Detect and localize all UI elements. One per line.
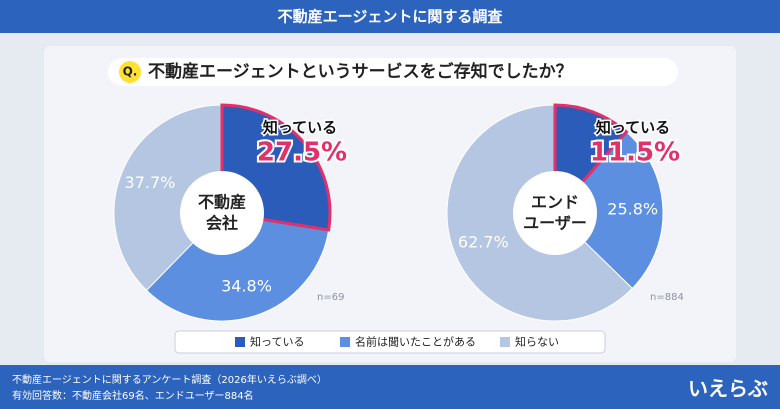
value-label: 37.7% bbox=[125, 173, 176, 192]
pie-center-label: エンド bbox=[531, 193, 579, 212]
sample-note: n=884 bbox=[650, 292, 684, 303]
pie-center-label: 不動産 bbox=[198, 193, 246, 212]
legend-label: 知らない bbox=[515, 335, 559, 349]
legend-label: 名前は聞いたことがある bbox=[355, 335, 476, 349]
value-label: 62.7% bbox=[458, 233, 509, 252]
header-bar bbox=[0, 0, 780, 33]
pie-center-label: ユーザー bbox=[523, 214, 587, 233]
legend-swatch bbox=[500, 337, 510, 347]
value-label-highlight: 11.5% bbox=[590, 138, 680, 168]
pie-slice bbox=[113, 104, 223, 292]
footer-line: 不動産エージェントに関するアンケート調査（2026年いえらぶ調べ） bbox=[12, 373, 327, 386]
pie-center bbox=[180, 171, 264, 255]
value-label-highlight: 27.5% bbox=[257, 138, 347, 168]
footer-bar bbox=[0, 365, 780, 409]
legend-swatch bbox=[235, 337, 245, 347]
question-badge-text: Q. bbox=[123, 65, 138, 79]
callout-category: 知っている bbox=[596, 119, 670, 137]
pie-center bbox=[513, 171, 597, 255]
value-label: 25.8% bbox=[607, 200, 658, 219]
question-text: 不動産エージェントというサービスをご存知でしたか？ bbox=[148, 61, 573, 82]
callout-category: 知っている bbox=[263, 119, 337, 137]
header-title: 不動産エージェントに関する調査 bbox=[278, 8, 504, 26]
pie-center-label: 会社 bbox=[206, 214, 238, 233]
value-label: 34.8% bbox=[221, 276, 272, 295]
question-pill bbox=[108, 58, 678, 86]
pie-slice bbox=[145, 212, 330, 322]
sample-note: n=69 bbox=[317, 292, 344, 303]
question-badge bbox=[119, 61, 141, 83]
legend-box bbox=[174, 330, 606, 354]
logo: いえらぶ bbox=[688, 377, 768, 401]
legend-label: 知っている bbox=[250, 335, 304, 349]
legend-swatch bbox=[340, 337, 350, 347]
pie-slice bbox=[554, 131, 664, 290]
footer-line: 有効回答数：不動産会社69名、エンドユーザー884名 bbox=[12, 389, 254, 402]
